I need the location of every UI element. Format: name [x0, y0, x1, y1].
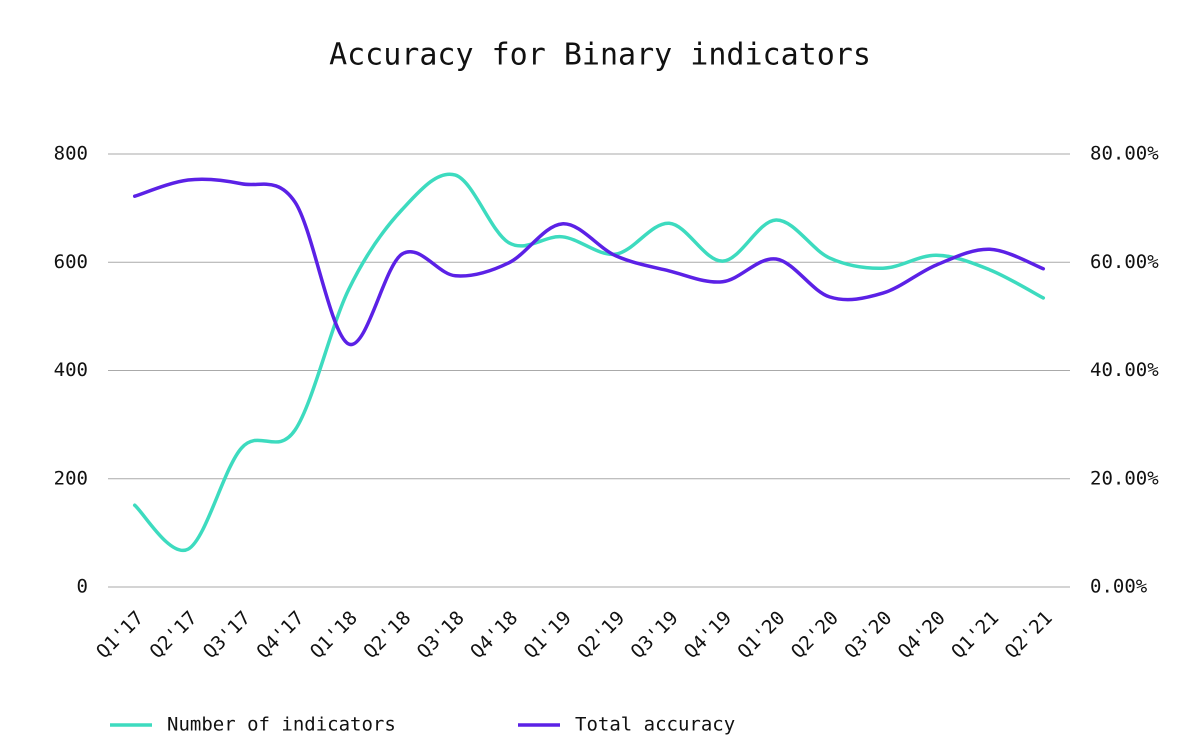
x-tick-label: Q3'17 — [199, 607, 255, 663]
y2-tick-label: 80.00% — [1090, 143, 1159, 165]
x-tick-label: Q1'17 — [92, 607, 148, 663]
x-tick-label: Q4'18 — [466, 607, 522, 663]
y-tick-label: 800 — [54, 143, 88, 165]
x-tick-label: Q3'18 — [413, 607, 469, 663]
y-tick-label: 600 — [54, 251, 88, 273]
x-tick-label: Q1'21 — [947, 607, 1003, 663]
x-tick-label: Q1'18 — [306, 607, 362, 663]
y2-tick-label: 0.00% — [1090, 576, 1148, 598]
x-tick-label: Q2'17 — [146, 607, 202, 663]
x-tick-label: Q2'18 — [359, 607, 415, 663]
chart-title: Accuracy for Binary indicators — [329, 38, 871, 73]
series-line — [132, 177, 1046, 346]
y2-tick-label: 20.00% — [1090, 467, 1159, 489]
x-tick-label: Q3'19 — [627, 607, 683, 663]
x-tick-label: Q4'19 — [680, 607, 736, 663]
x-tick-label: Q2'21 — [1001, 607, 1057, 663]
legend-label: Total accuracy — [575, 714, 735, 736]
legend-label: Number of indicators — [167, 714, 396, 736]
x-tick-label: Q4'17 — [252, 607, 308, 663]
series-line — [132, 172, 1046, 553]
y-tick-label: 400 — [54, 359, 88, 381]
x-tick-label: Q4'20 — [894, 607, 950, 663]
y-tick-label: 200 — [54, 467, 88, 489]
y-tick-label: 0 — [77, 576, 88, 598]
y2-tick-label: 40.00% — [1090, 359, 1159, 381]
x-tick-label: Q1'19 — [520, 607, 576, 663]
x-tick-label: Q1'20 — [733, 607, 789, 663]
x-tick-label: Q2'19 — [573, 607, 629, 663]
y2-tick-label: 60.00% — [1090, 251, 1159, 273]
x-tick-label: Q3'20 — [840, 607, 896, 663]
x-tick-label: Q2'20 — [787, 607, 843, 663]
